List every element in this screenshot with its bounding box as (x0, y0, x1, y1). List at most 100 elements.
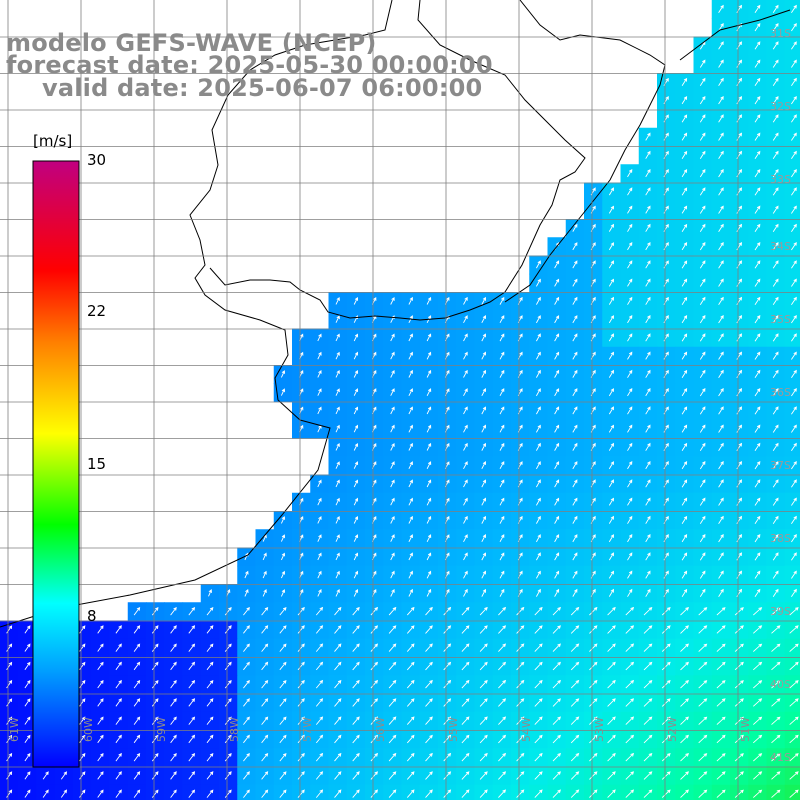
wind-arrow (115, 716, 122, 725)
wind-arrow (608, 461, 614, 470)
wind-arrow (481, 388, 486, 397)
wind-arrow (536, 260, 541, 269)
speed-cell (438, 675, 457, 695)
wind-arrow (680, 698, 689, 707)
wind-arrow (699, 59, 706, 68)
wind-arrow (426, 552, 432, 561)
wind-arrow (534, 734, 543, 744)
speed-cell (273, 620, 293, 640)
wind-arrow (772, 296, 779, 305)
wind-arrow (699, 497, 706, 506)
wind-arrow (408, 442, 413, 451)
wind-arrow (97, 643, 104, 652)
wind-arrow (645, 369, 651, 378)
wind-arrow (516, 625, 525, 634)
wind-arrow (608, 223, 614, 232)
speed-cell (146, 620, 165, 640)
wind-arrow (791, 260, 797, 269)
wind-arrow (718, 552, 724, 561)
wind-arrow (390, 406, 395, 415)
wind-arrow (680, 643, 689, 652)
wind-arrow (317, 479, 322, 488)
wind-arrow (261, 679, 269, 689)
wind-arrow (499, 388, 505, 397)
wind-arrow (352, 716, 360, 725)
lat-label-34s: 34S (770, 240, 791, 253)
wind-arrow (499, 442, 505, 451)
wind-arrow (188, 661, 196, 671)
wind-arrow (224, 752, 232, 762)
speed-cell (438, 602, 457, 622)
wind-arrow (645, 242, 651, 251)
wind-arrow (661, 752, 671, 762)
wind-arrow (224, 789, 232, 798)
wind-arrow (791, 388, 797, 397)
wind-arrow (297, 606, 305, 616)
wind-arrow (481, 552, 486, 561)
wind-arrow (627, 552, 633, 561)
wind-arrow (353, 534, 359, 542)
wind-arrow (6, 716, 13, 725)
speed-cell (127, 766, 147, 786)
wind-arrow (554, 570, 560, 579)
wind-arrow (754, 351, 761, 360)
wind-arrow (681, 442, 688, 451)
wind-arrow (24, 716, 31, 725)
speed-cell (784, 529, 800, 549)
wind-arrow (151, 734, 159, 744)
speed-cell (657, 784, 676, 800)
wind-arrow (772, 534, 779, 543)
wind-arrow (97, 789, 104, 798)
speed-cell (401, 711, 421, 731)
wind-arrow (572, 406, 578, 415)
wind-arrow (754, 588, 761, 597)
wind-arrow (279, 606, 287, 616)
wind-arrow (772, 424, 779, 433)
wind-arrow (425, 752, 433, 762)
wind-arrow (627, 369, 633, 378)
wind-arrow (479, 625, 488, 634)
wind-arrow (243, 716, 250, 725)
wind-arrow (572, 333, 578, 342)
wind-arrow (443, 716, 452, 725)
wind-arrow (736, 205, 743, 214)
wind-arrow (789, 716, 799, 725)
wind-arrow (572, 534, 578, 543)
colorbar-tick-22: 22 (87, 302, 107, 320)
wind-arrow (570, 625, 580, 634)
wind-arrow (570, 698, 580, 707)
wind-arrow (627, 515, 633, 524)
wind-arrow (589, 698, 598, 707)
wind-arrow (754, 534, 761, 543)
wind-arrow (681, 168, 688, 178)
wind-arrow (206, 661, 214, 671)
wind-arrow (261, 698, 269, 707)
wind-arrow (536, 515, 541, 524)
wind-arrow (481, 515, 486, 524)
speed-cell (784, 18, 800, 38)
wind-arrow (716, 771, 726, 780)
wind-arrow (353, 570, 359, 579)
wind-arrow (334, 771, 342, 780)
speed-cell (766, 182, 786, 202)
wind-arrow (608, 187, 614, 196)
wind-arrow (463, 333, 468, 342)
wind-arrow (736, 150, 743, 159)
wind-arrow (133, 698, 141, 707)
wind-arrow (408, 351, 413, 360)
wind-arrow (426, 333, 432, 342)
speed-cell (784, 711, 800, 731)
wind-arrow (736, 296, 743, 305)
speed-cell (657, 602, 676, 622)
wind-arrow (24, 679, 31, 689)
wind-arrow (572, 260, 578, 269)
wind-arrow (607, 661, 616, 671)
wind-arrow (461, 606, 470, 616)
wind-arrow (772, 96, 779, 105)
wind-arrow (736, 169, 743, 178)
wind-arrow (645, 315, 651, 324)
wind-arrow (170, 679, 177, 689)
wind-arrow (390, 515, 395, 524)
speed-cell (182, 784, 202, 800)
